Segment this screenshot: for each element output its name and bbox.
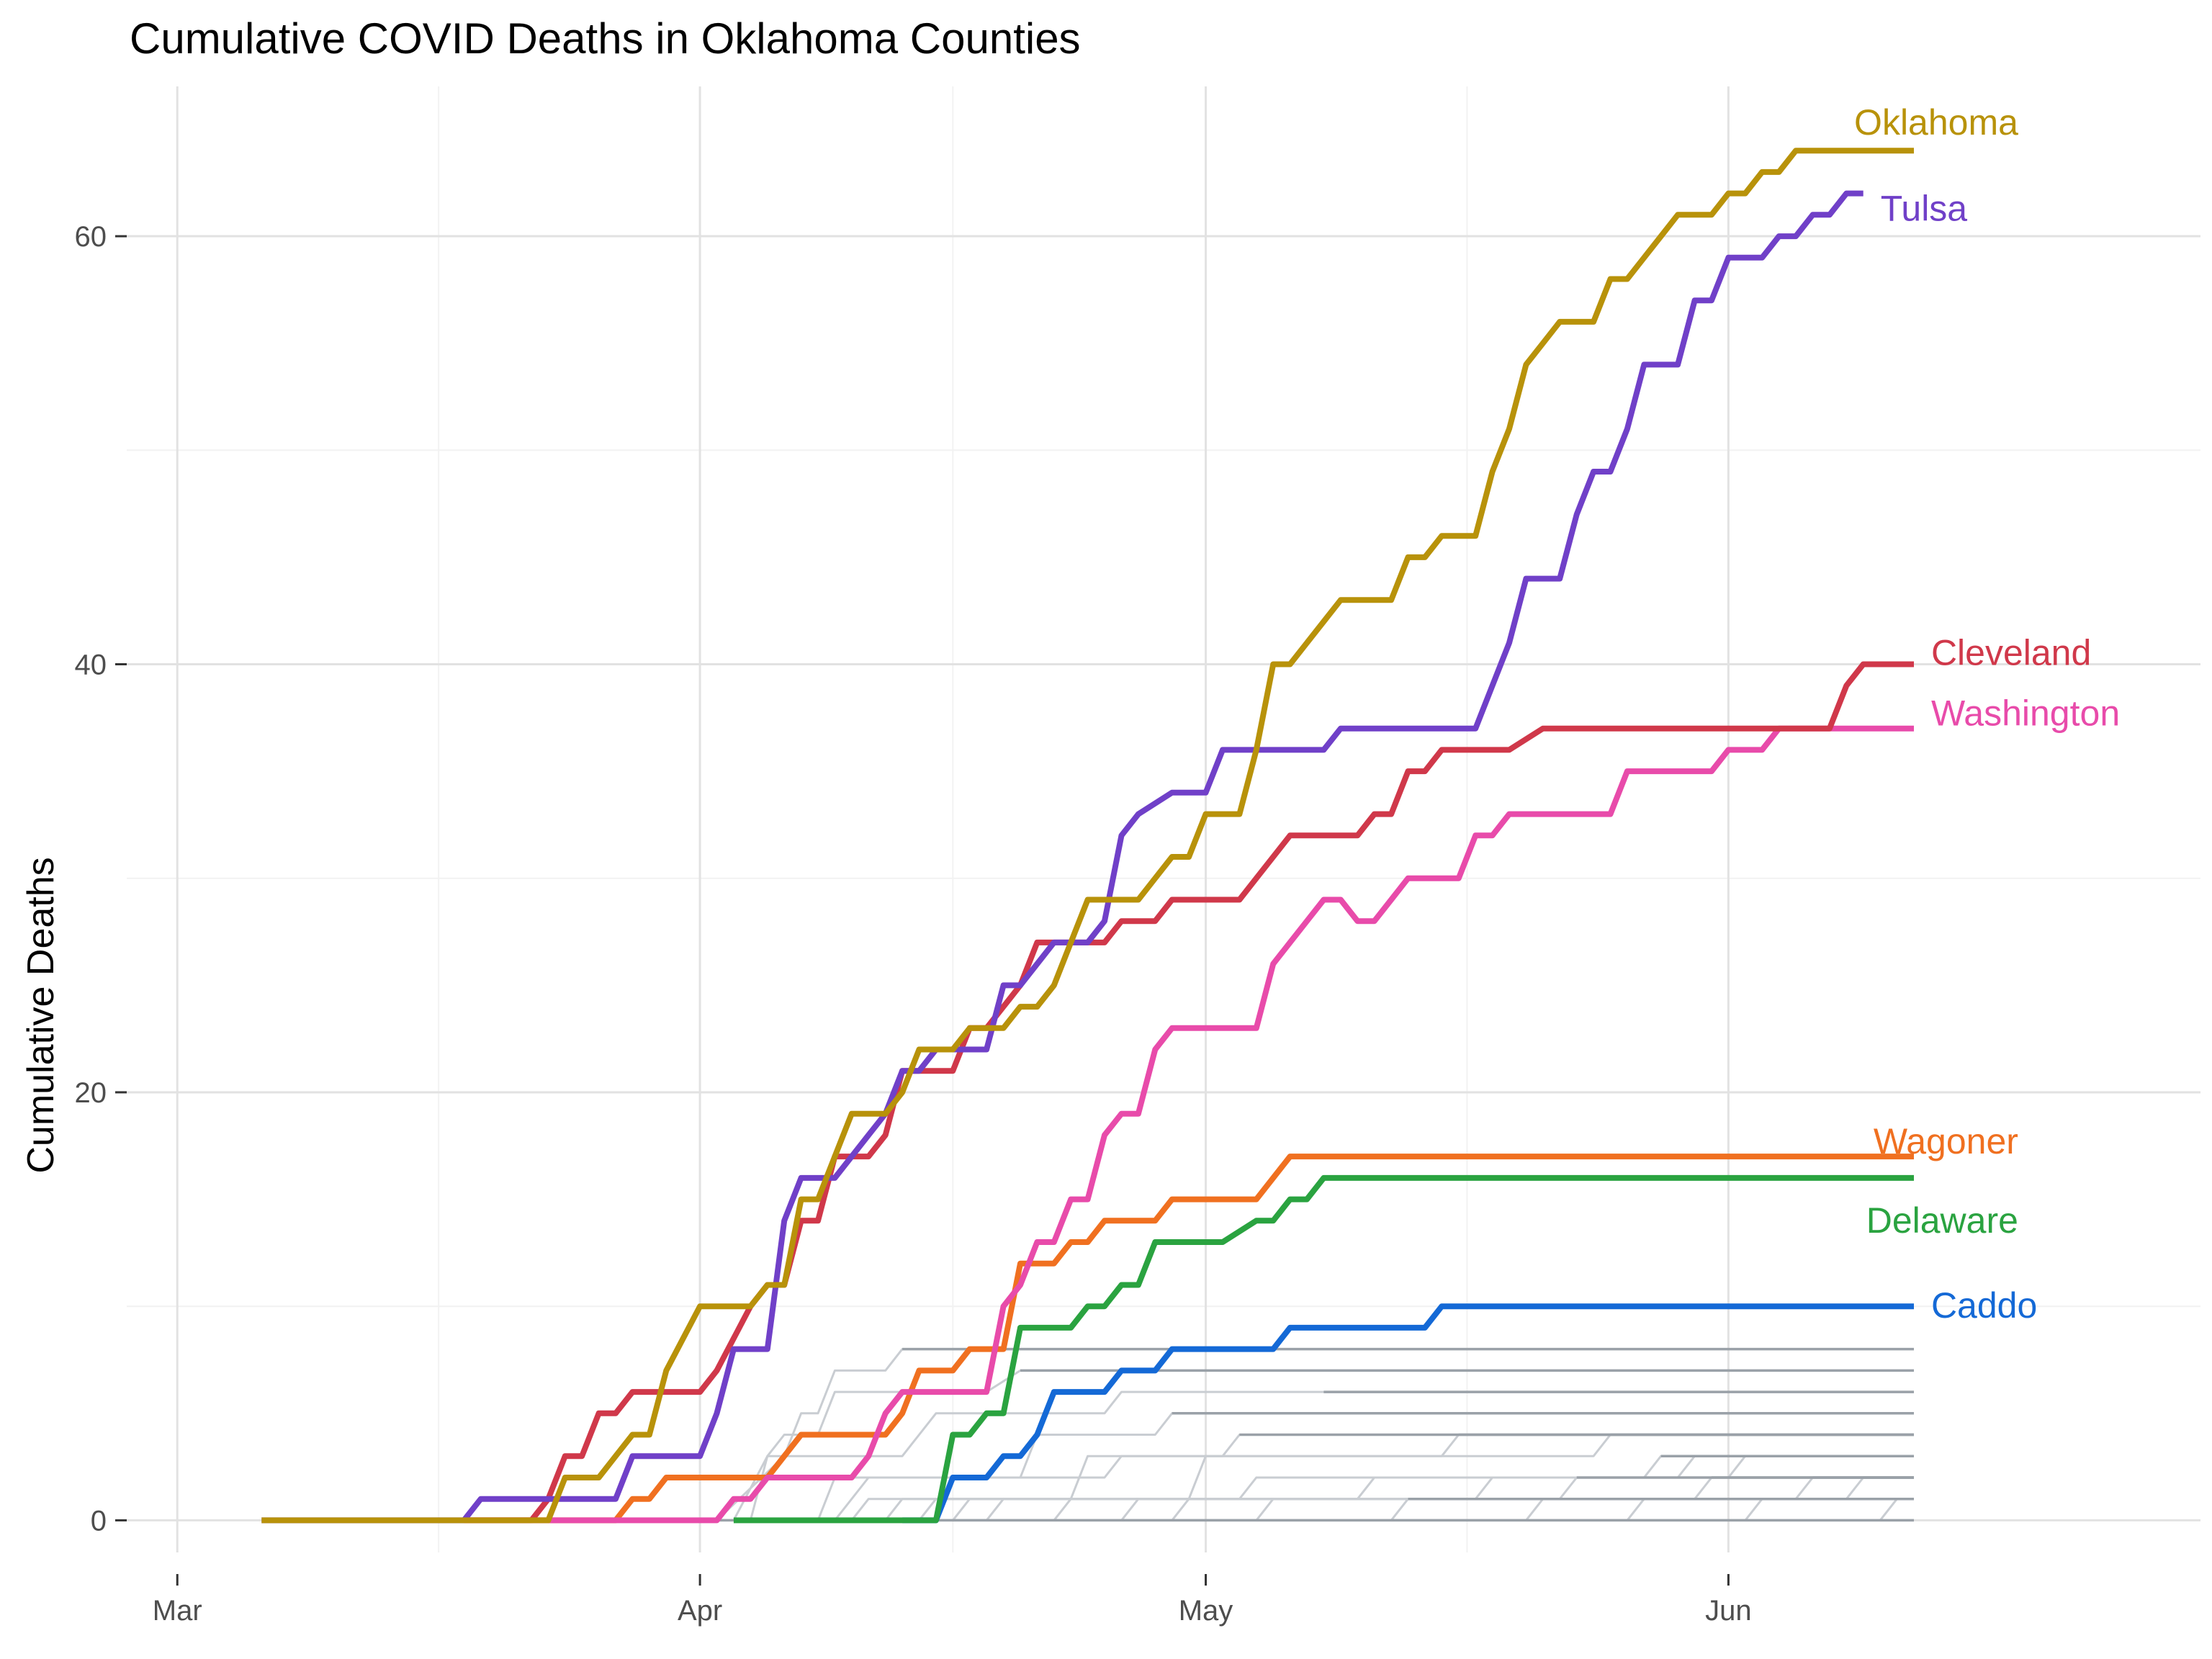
series-label-washington: Washington (1931, 693, 2120, 734)
other-county-line (464, 1455, 1914, 1521)
y-tick-label: 40 (75, 649, 107, 681)
y-tick-label: 60 (75, 221, 107, 253)
series-label-delaware: Delaware (1866, 1200, 2018, 1241)
series-line-washington (464, 725, 1914, 1524)
x-tick-label: Apr (678, 1595, 722, 1627)
series-line-caddo (902, 1303, 1914, 1524)
series-line-oklahoma (261, 148, 1914, 1524)
series-labels: Oklahoma Tulsa Cleveland Washington Wagoner D… (1854, 102, 2120, 1326)
other-county-line (464, 1434, 1914, 1521)
other-county-line (464, 1412, 1914, 1521)
series-label-oklahoma: Oklahoma (1854, 102, 2018, 143)
series-label-tulsa: Tulsa (1881, 189, 1968, 229)
other-series-layer (464, 1347, 1914, 1522)
highlighted-series-layer (261, 148, 1914, 1524)
chart-title: Cumulative COVID Deaths in Oklahoma Coun… (130, 14, 1081, 63)
series-label-wagoner: Wagoner (1874, 1121, 2018, 1161)
other-county-line (464, 1434, 1914, 1521)
x-tick-label: Jun (1705, 1595, 1752, 1627)
y-tick-label: 20 (75, 1077, 107, 1109)
other-county-line (464, 1434, 1914, 1521)
other-county-line (464, 1455, 1914, 1521)
y-tick-label: 0 (91, 1505, 107, 1537)
series-label-cleveland: Cleveland (1931, 633, 2091, 673)
y-axis-title: Cumulative Deaths (20, 857, 62, 1173)
x-tick-label: May (1179, 1595, 1233, 1627)
series-line-tulsa (261, 190, 1863, 1524)
series-line-wagoner (464, 1154, 1914, 1524)
series-label-caddo: Caddo (1931, 1285, 2037, 1326)
series-line-delaware (733, 1174, 1914, 1524)
x-tick-label: Mar (153, 1595, 202, 1627)
other-county-line (464, 1455, 1914, 1521)
y-axis-ticks: 0 20 40 60 (75, 221, 127, 1537)
x-axis-ticks: Mar Apr May Jun (153, 1574, 1752, 1627)
other-county-line (464, 1390, 1914, 1521)
